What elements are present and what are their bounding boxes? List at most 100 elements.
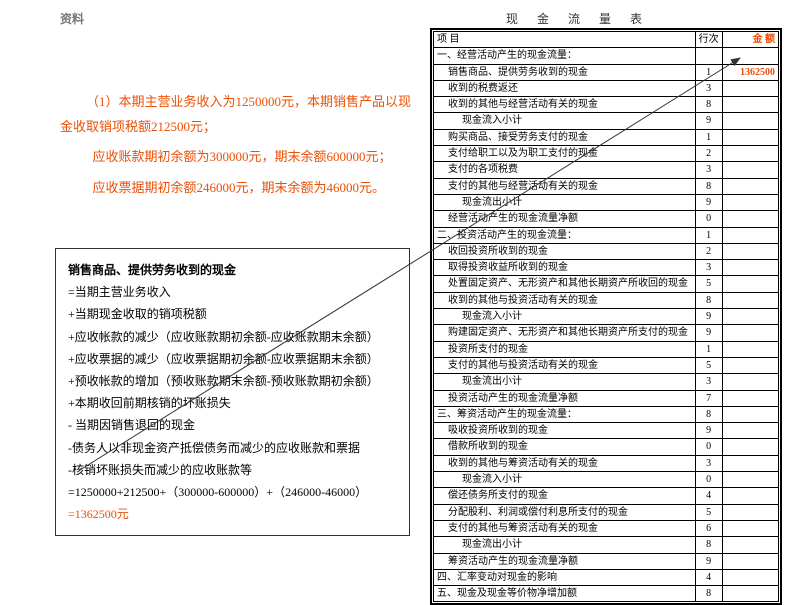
cell-item: 处置固定资产、无形资产和其他长期资产所收回的现金: [434, 276, 696, 292]
cell-item: 二、投资活动产生的现金流量：: [434, 227, 696, 243]
cell-row: 8: [695, 178, 722, 194]
cell-row: 9: [695, 309, 722, 325]
cell-item: 购建固定资产、无形资产和其他长期资产所支付的现金: [434, 325, 696, 341]
calc-line: - 当期因销售退回的现金: [68, 414, 397, 436]
table-row: 分配股利、利润或偿付利息所支付的现金5: [434, 504, 779, 520]
table-header-row: 项 目 行次 金 额: [434, 32, 779, 48]
table-row: 支付的其他与经营活动有关的现金8: [434, 178, 779, 194]
table-row: 三、筹资活动产生的现金流量：8: [434, 406, 779, 422]
cell-amount: [722, 374, 778, 390]
cell-item: 借款所收到的现金: [434, 439, 696, 455]
cell-row: 4: [695, 488, 722, 504]
cell-amount: [722, 97, 778, 113]
table-row: 四、汇率变动对现金的影响4: [434, 569, 779, 585]
cell-amount: [722, 472, 778, 488]
table-row: 购买商品、接受劳务支付的现金1: [434, 129, 779, 145]
cell-item: 支付的其他与投资活动有关的现金: [434, 357, 696, 373]
cell-amount: [722, 341, 778, 357]
table-row: 筹资活动产生的现金流量净额9: [434, 553, 779, 569]
table-row: 取得投资收益所收到的现金3: [434, 260, 779, 276]
table-row: 销售商品、提供劳务收到的现金11362500: [434, 64, 779, 80]
header-right: 现 金 流 量 表: [506, 10, 650, 27]
cell-item: 支付的各项税费: [434, 162, 696, 178]
cell-amount: [722, 243, 778, 259]
cell-row: 3: [695, 162, 722, 178]
cell-item: 偿还债务所支付的现金: [434, 488, 696, 504]
cell-item: 收到的其他与投资活动有关的现金: [434, 292, 696, 308]
cell-row: 3: [695, 80, 722, 96]
desc-line-2: 应收账款期初余额为300000元，期末余额600000元；: [60, 145, 415, 170]
cell-row: 1: [695, 227, 722, 243]
cell-amount: [722, 390, 778, 406]
cell-item: 四、汇率变动对现金的影响: [434, 569, 696, 585]
table-row: 收到的其他与经营活动有关的现金8: [434, 97, 779, 113]
calc-line: +本期收回前期核销的坏账损失: [68, 392, 397, 414]
calc-line: =1250000+212500+（300000-600000）+（246000-…: [68, 481, 397, 503]
cell-row: 8: [695, 292, 722, 308]
cell-item: 分配股利、利润或偿付利息所支付的现金: [434, 504, 696, 520]
calc-line: -债务人以非现金资产抵偿债务而减少的应收账款和票据: [68, 437, 397, 459]
cell-item: 收到的其他与筹资活动有关的现金: [434, 455, 696, 471]
cell-amount: [722, 455, 778, 471]
table-row: 购建固定资产、无形资产和其他长期资产所支付的现金9: [434, 325, 779, 341]
th-row: 行次: [695, 32, 722, 48]
table-row: 收到的其他与投资活动有关的现金8: [434, 292, 779, 308]
cell-row: 5: [695, 504, 722, 520]
table-row: 现金流出小计9: [434, 194, 779, 210]
cell-amount: [722, 406, 778, 422]
cell-amount: [722, 309, 778, 325]
cell-row: 9: [695, 553, 722, 569]
cell-item: 三、筹资活动产生的现金流量：: [434, 406, 696, 422]
cell-row: 9: [695, 325, 722, 341]
table-row: 支付的其他与筹资活动有关的现金6: [434, 520, 779, 536]
cell-amount: 1362500: [722, 64, 778, 80]
cell-row: 1: [695, 64, 722, 80]
cell-item: 支付的其他与经营活动有关的现金: [434, 178, 696, 194]
cell-item: 五、现金及现金等价物净增加额: [434, 586, 696, 602]
table-row: 投资活动产生的现金流量净额7: [434, 390, 779, 406]
cell-amount: [722, 260, 778, 276]
cell-amount: [722, 162, 778, 178]
cell-amount: [722, 357, 778, 373]
cell-row: 9: [695, 194, 722, 210]
cell-amount: [722, 325, 778, 341]
calc-line: =当期主营业务收入: [68, 281, 397, 303]
cell-item: 现金流入小计: [434, 472, 696, 488]
cell-amount: [722, 553, 778, 569]
cell-row: 8: [695, 586, 722, 602]
table-body: 一、经营活动产生的现金流量：销售商品、提供劳务收到的现金11362500收到的税…: [434, 48, 779, 602]
cell-item: 销售商品、提供劳务收到的现金: [434, 64, 696, 80]
table-row: 现金流出小计8: [434, 537, 779, 553]
cell-item: 支付的其他与筹资活动有关的现金: [434, 520, 696, 536]
cell-item: 购买商品、接受劳务支付的现金: [434, 129, 696, 145]
cell-row: 8: [695, 537, 722, 553]
cash-flow-table-wrapper: 项 目 行次 金 额 一、经营活动产生的现金流量：销售商品、提供劳务收到的现金1…: [430, 28, 782, 605]
cell-item: 现金流出小计: [434, 194, 696, 210]
cell-amount: [722, 520, 778, 536]
header-left: 资料: [60, 10, 84, 27]
cell-amount: [722, 129, 778, 145]
table-row: 经营活动产生的现金流量净额0: [434, 211, 779, 227]
cell-row: 5: [695, 276, 722, 292]
calc-line: +应收帐款的减少（应收账款期初余额-应收账款期末余额）: [68, 326, 397, 348]
cell-amount: [722, 569, 778, 585]
cell-row: 0: [695, 472, 722, 488]
cell-amount: [722, 48, 778, 64]
cell-row: 0: [695, 439, 722, 455]
cell-item: 现金流出小计: [434, 374, 696, 390]
cell-amount: [722, 423, 778, 439]
table-row: 五、现金及现金等价物净增加额8: [434, 586, 779, 602]
table-row: 投资所支付的现金1: [434, 341, 779, 357]
cell-item: 收到的其他与经营活动有关的现金: [434, 97, 696, 113]
calculation-box: 销售商品、提供劳务收到的现金 =当期主营业务收入 +当期现金收取的销项税额 +应…: [55, 248, 410, 536]
table-row: 现金流出小计3: [434, 374, 779, 390]
th-amount: 金 额: [722, 32, 778, 48]
cell-item: 现金流入小计: [434, 309, 696, 325]
table-row: 支付的各项税费3: [434, 162, 779, 178]
cell-row: 4: [695, 569, 722, 585]
cell-row: 1: [695, 341, 722, 357]
cell-amount: [722, 439, 778, 455]
th-item: 项 目: [434, 32, 696, 48]
cell-row: 5: [695, 357, 722, 373]
calc-line: +预收帐款的增加（预收账款期末余额-预收账款期初余额）: [68, 370, 397, 392]
